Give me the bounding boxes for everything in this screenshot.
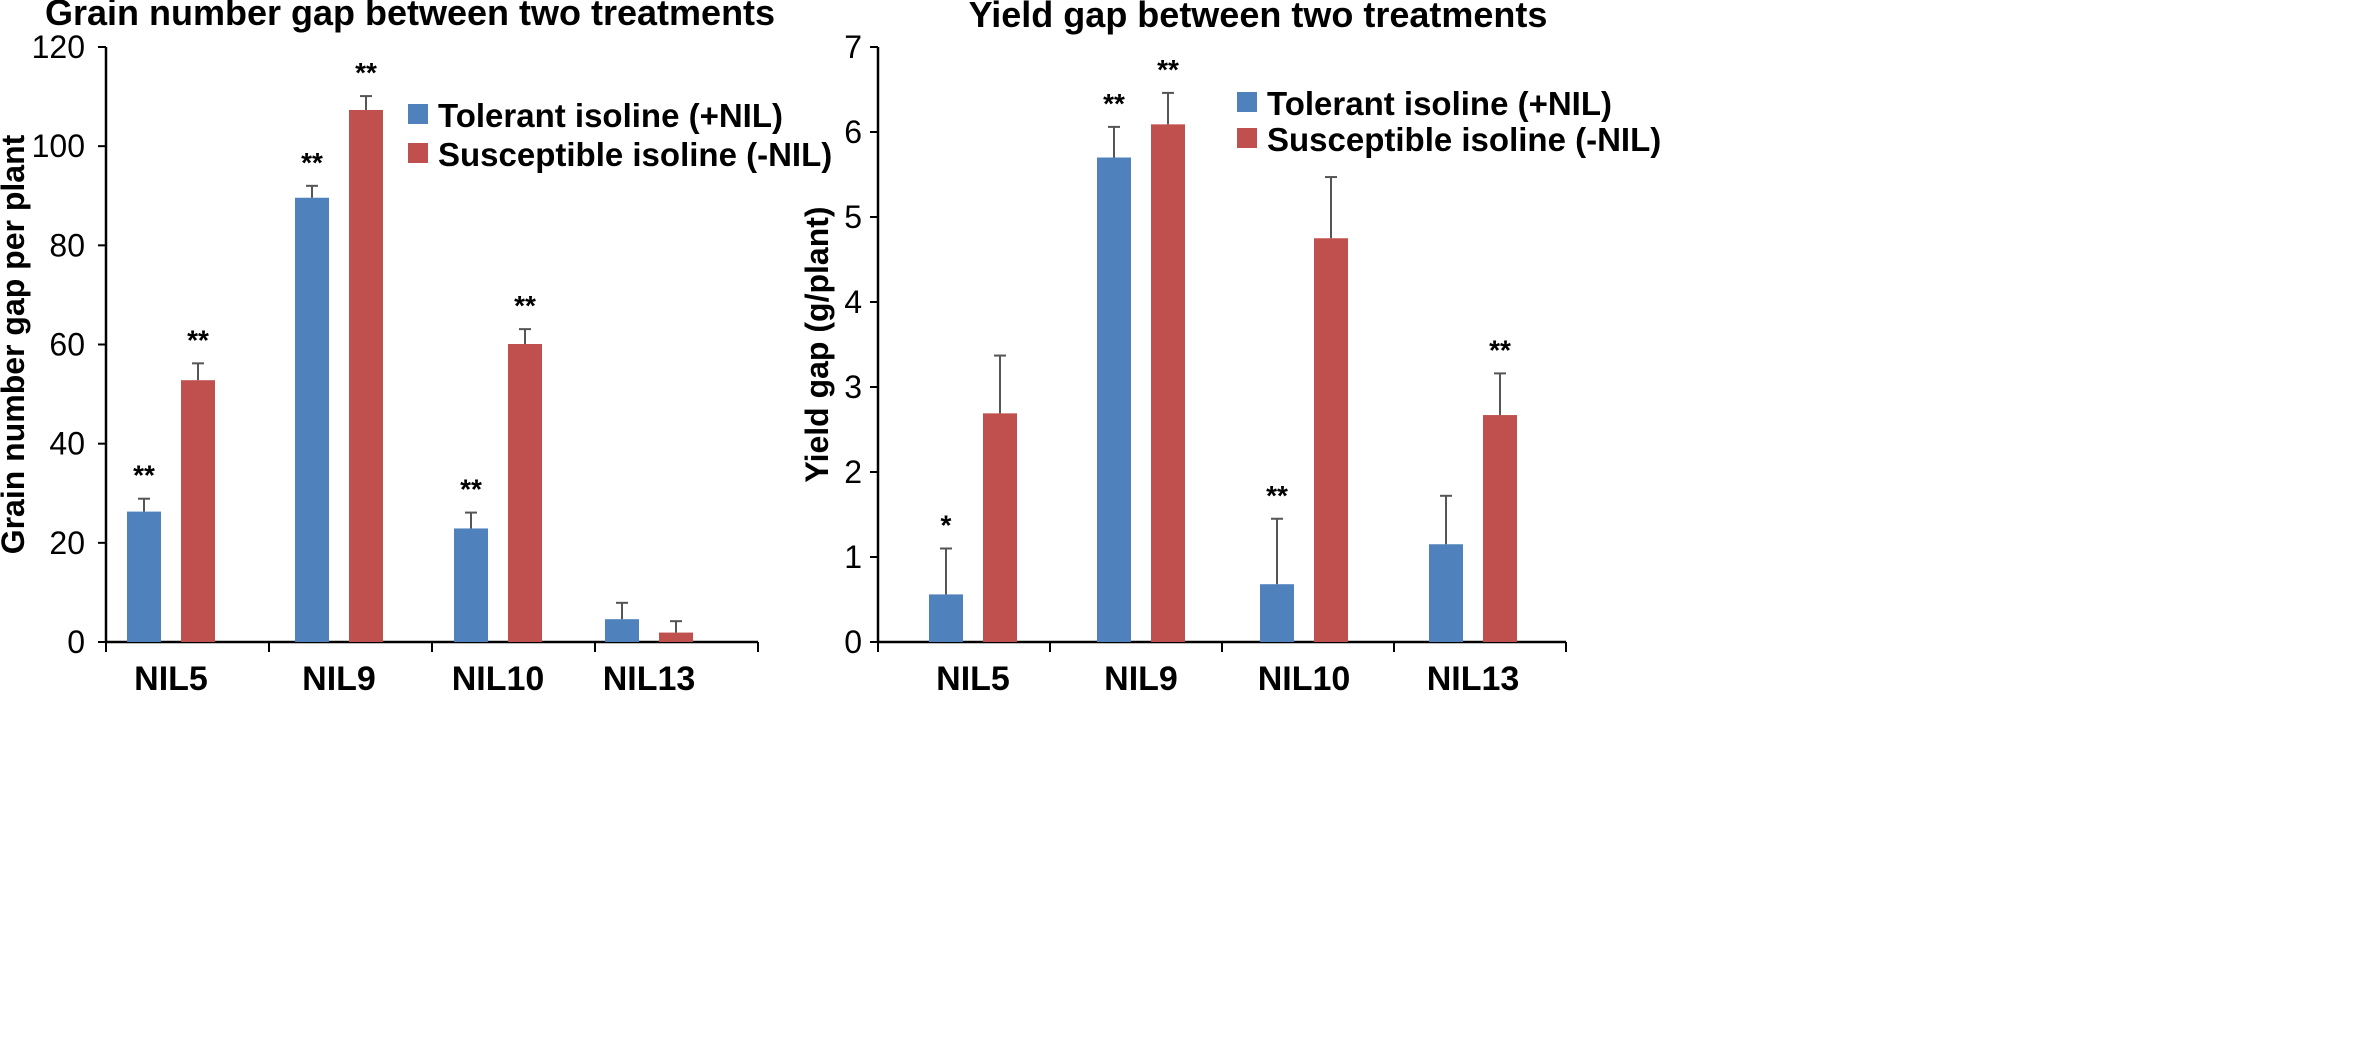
bar [1151,124,1185,643]
bar [295,197,329,642]
legend-label: Tolerant isoline (+NIL) [438,97,783,134]
y-tick-label: 5 [844,199,862,235]
significance-label: ** [133,460,155,491]
significance-label: ** [1489,334,1511,365]
legend-swatch [408,143,428,163]
category-label: NIL13 [1427,660,1520,698]
significance-label: ** [1103,88,1125,119]
significance-label: ** [514,290,536,321]
significance-label: ** [301,147,323,178]
bar [349,109,383,643]
significance-label: ** [1266,480,1288,511]
bar [659,632,693,642]
y-tick-label: 120 [32,29,85,65]
bar [454,528,488,642]
bar [1097,157,1131,642]
significance-label: ** [1157,54,1179,85]
legend-swatch [1237,92,1257,112]
bar [605,619,639,642]
y-axis-label: Yield gap (g/plant) [799,206,835,482]
legend-swatch [408,104,428,124]
y-tick-label: 20 [49,525,85,561]
y-tick-label: 0 [67,624,85,660]
y-tick-label: 0 [844,624,862,660]
bar [1314,238,1348,642]
bar [1260,584,1294,642]
y-tick-label: 3 [844,369,862,405]
legend-label: Susceptible isoline (-NIL) [438,136,832,173]
y-tick-label: 1 [844,539,862,575]
grain-number-chart: Grain number gap between two treatments G… [0,0,832,698]
category-label: NIL10 [1258,660,1351,698]
y-tick-label: 4 [844,284,862,320]
bar [983,413,1017,642]
y-tick-label: 100 [32,128,85,164]
yield-gap-chart: Yield gap between two treatments Yield ga… [799,0,1661,698]
category-label: NIL13 [603,660,696,698]
bar [929,594,963,642]
y-tick-label: 7 [844,29,862,65]
category-label: NIL9 [1104,660,1178,698]
bar [1483,415,1517,642]
category-label: NIL5 [134,660,208,698]
category-label: NIL5 [936,660,1010,698]
y-tick-label: 40 [49,426,85,462]
chart-title: Grain number gap between two treatments [45,0,775,33]
y-tick-label: 6 [844,114,862,150]
category-label: NIL9 [302,660,376,698]
bar [1429,544,1463,642]
chart-title: Yield gap between two treatments [969,0,1548,35]
legend-label: Susceptible isoline (-NIL) [1267,121,1661,158]
y-tick-label: 60 [49,327,85,363]
legend-swatch [1237,128,1257,148]
category-label: NIL10 [452,660,545,698]
significance-label: ** [355,57,377,88]
significance-label: ** [460,474,482,505]
significance-label: * [941,510,952,541]
y-tick-label: 80 [49,227,85,263]
bar [181,380,215,642]
bar [127,511,161,642]
y-tick-label: 2 [844,454,862,490]
significance-label: ** [187,324,209,355]
legend-label: Tolerant isoline (+NIL) [1267,85,1612,122]
bar [508,344,542,642]
y-axis-label: Grain number gap per plant [0,134,31,554]
